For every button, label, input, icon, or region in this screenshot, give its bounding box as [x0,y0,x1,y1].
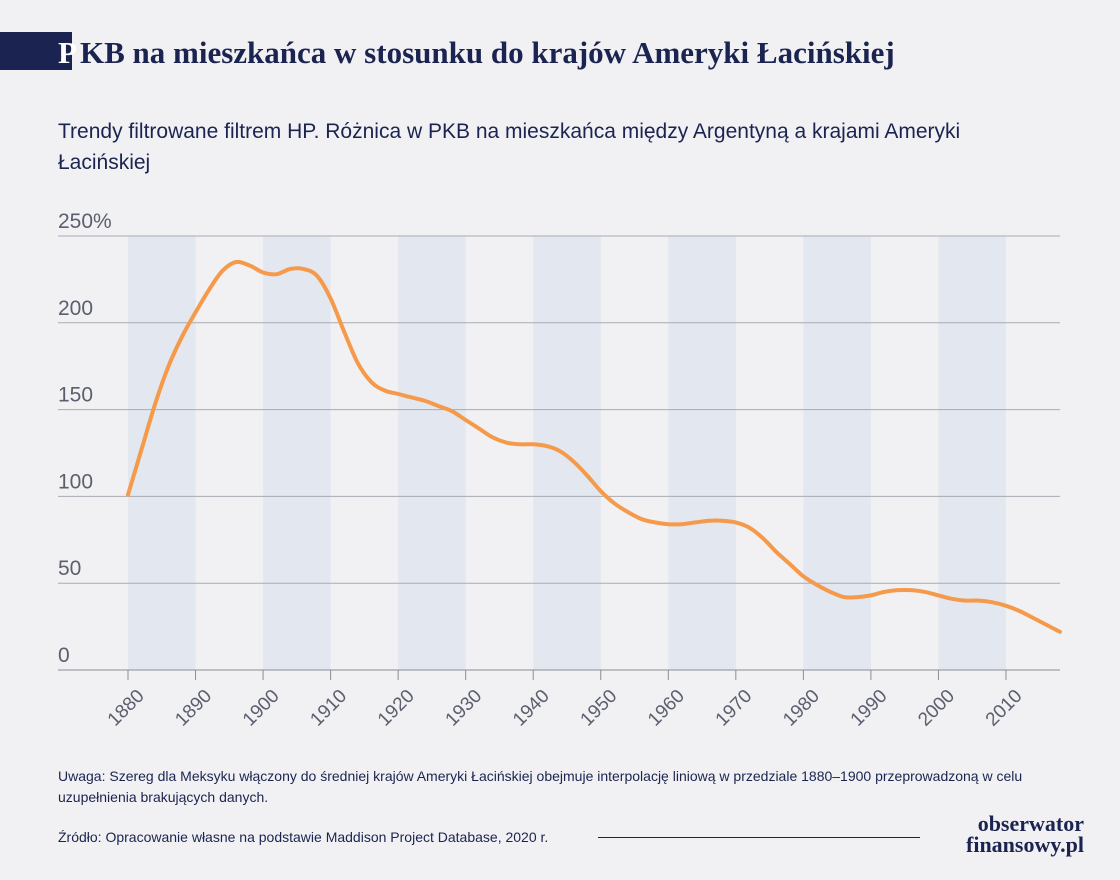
shaded-band-1940 [533,236,601,670]
logo-line-1: obserwator [977,811,1084,836]
x-tick-label: 1900 [239,686,284,731]
logo-line-2: finansowy.pl [966,832,1084,857]
footnote: Uwaga: Szereg dla Meksyku włączony do śr… [58,768,1023,805]
shaded-band-1960 [668,236,736,670]
x-tick-label: 1990 [847,686,892,731]
x-tick-label: 1880 [104,686,149,731]
shaded-bands [128,236,1006,670]
x-tick-label: 1930 [442,686,487,731]
line-chart: 0 50 100 150 200 250% 1880 1890 1900 1910 1920 193… [58,210,1062,730]
x-tick-label: 1920 [374,686,419,731]
x-tick-label: 1950 [577,686,622,731]
gridlines [58,235,1060,671]
x-tick-label: 2010 [982,686,1027,731]
logo: obserwator finansowy.pl [934,811,1084,857]
y-axis: 0 50 100 150 200 250% [58,210,112,667]
y-tick-label: 250% [58,210,112,233]
source-note: Źródło: Opracowanie własne na podstawie … [58,829,549,845]
y-tick-label: 50 [58,557,81,580]
y-tick-label: 150 [58,384,93,407]
title-initial: P [58,35,77,70]
y-tick-label: 0 [58,644,70,667]
source-divider [598,837,920,838]
x-tick-label: 1890 [171,686,216,731]
x-tick-label: 1910 [306,686,351,731]
series-line [126,259,1062,634]
x-tick-label: 1940 [509,686,554,731]
shaded-band-1920 [398,236,466,670]
shaded-band-1980 [803,236,871,670]
x-tick-label: 2000 [914,686,959,731]
chart-subtitle: Trendy filtrowane filtrem HP. Różnica w … [58,120,961,174]
y-tick-label: 200 [58,297,93,320]
shaded-band-1900 [263,236,331,670]
title-accent-bar [0,32,72,70]
x-tick-label: 1970 [712,686,757,731]
y-tick-label: 100 [58,470,93,493]
x-axis: 1880 1890 1900 1910 1920 1930 1940 1950 1960 1970… [104,670,1027,730]
x-tick-label: 1960 [644,686,689,731]
chart-title: KB na mieszkańca w stosunku do krajów Am… [80,35,895,70]
shaded-band-1880 [128,236,196,670]
x-tick-label: 1980 [779,686,824,731]
